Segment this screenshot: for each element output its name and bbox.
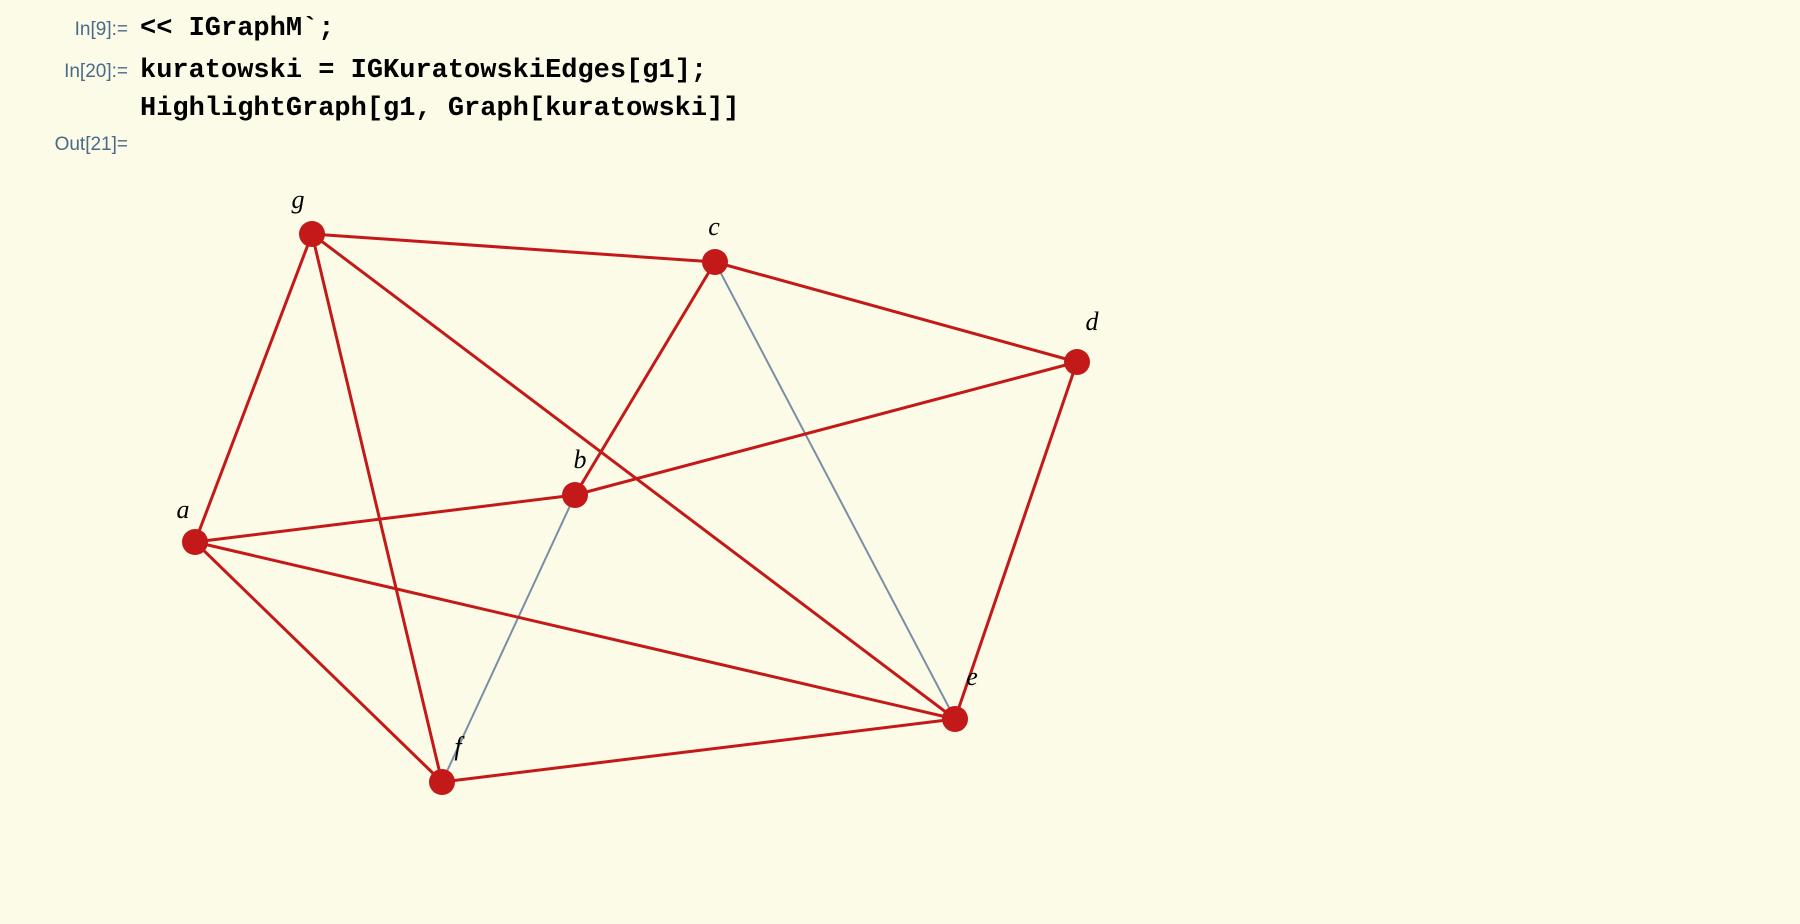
vertex-label-f: f [454,732,461,762]
graph-vertex-e[interactable] [942,706,968,732]
vertex-label-g: g [292,185,305,215]
graph-edge [715,262,1077,362]
graph-edge [195,542,955,719]
input-cell-20: In[20]:= kuratowski = IGKuratowskiEdges[… [0,56,1800,124]
graph-edge [442,495,575,782]
vertex-label-c: c [708,212,720,242]
graph-edge [442,719,955,782]
cell-code-in20-line1[interactable]: kuratowski = IGKuratowskiEdges[g1]; [140,56,740,86]
graph-edge [195,234,312,542]
cell-code-in20-line2[interactable]: HighlightGraph[g1, Graph[kuratowski]] [140,94,740,124]
graph-edge [312,234,715,262]
graph-edge [575,262,715,495]
cell-label-in9: In[9]:= [0,19,140,41]
vertex-label-a: a [177,495,190,525]
graph-edge [195,495,575,542]
vertex-label-d: d [1086,307,1099,337]
graph-svg [140,162,1200,882]
cell-label-out21: Out[21]= [0,134,140,156]
graph-vertex-b[interactable] [562,482,588,508]
cell-label-in20: In[20]:= [0,61,140,83]
graph-output[interactable]: a b c d e f g [140,162,1200,882]
graph-edge [715,262,955,719]
output-cell-21: Out[21]= [0,134,1800,156]
vertex-label-b: b [574,445,587,475]
input-cell-9: In[9]:= << IGraphM`; [0,14,1800,44]
vertex-label-e: e [966,662,978,692]
graph-vertex-g[interactable] [299,221,325,247]
cell-code-in9[interactable]: << IGraphM`; [140,14,334,44]
graph-vertex-c[interactable] [702,249,728,275]
graph-vertex-a[interactable] [182,529,208,555]
graph-vertex-f[interactable] [429,769,455,795]
graph-edge [195,542,442,782]
graph-vertex-d[interactable] [1064,349,1090,375]
